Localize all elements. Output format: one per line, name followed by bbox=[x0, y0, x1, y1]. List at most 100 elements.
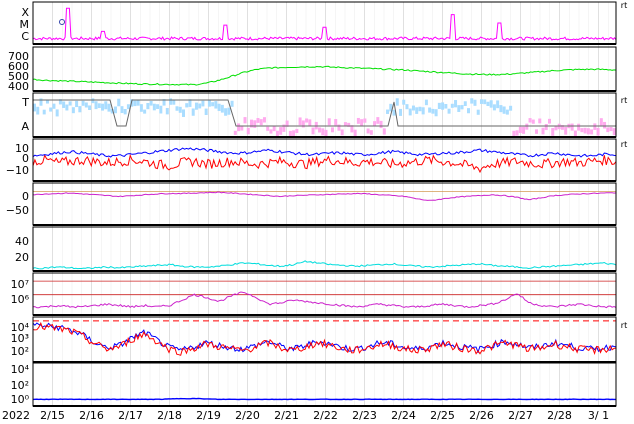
sector-mark bbox=[398, 108, 402, 116]
sector-mark bbox=[583, 127, 587, 134]
side-mark-0: rt bbox=[621, 1, 627, 10]
speed-tick-400: 400 bbox=[8, 80, 29, 93]
sector-mark bbox=[369, 130, 373, 135]
sector-mark bbox=[330, 127, 334, 133]
sector-mark bbox=[502, 106, 506, 114]
grid-lines bbox=[52, 2, 609, 406]
sector-mark bbox=[84, 102, 88, 108]
sector-mark bbox=[185, 103, 189, 108]
sector-mark bbox=[78, 106, 82, 113]
sector-mark bbox=[237, 123, 241, 132]
xray-class-label-c: C bbox=[21, 30, 29, 43]
sector-mark bbox=[547, 118, 551, 124]
sector-mark bbox=[564, 126, 568, 135]
sector-mark bbox=[110, 108, 114, 114]
x-tick-label-10: 2/25 bbox=[430, 409, 455, 422]
panel-frame-5 bbox=[32, 226, 617, 272]
x-tick-label-9: 2/24 bbox=[391, 409, 416, 422]
sector-mark bbox=[444, 104, 448, 109]
speed-series bbox=[32, 65, 617, 86]
sector-mark bbox=[411, 105, 415, 111]
proton-red-series bbox=[32, 321, 617, 356]
sector-mark bbox=[71, 107, 75, 114]
sector-mark bbox=[36, 106, 40, 115]
sector-toward-label: T bbox=[21, 96, 29, 109]
panel-frame-6 bbox=[32, 272, 617, 316]
sector-mark bbox=[75, 100, 79, 108]
bt-blue-series bbox=[32, 147, 617, 158]
sector-mark bbox=[146, 103, 150, 110]
sector-mark bbox=[55, 109, 59, 117]
sector-mark bbox=[282, 124, 286, 132]
sector-mark bbox=[275, 130, 279, 137]
sector-mark bbox=[327, 118, 331, 126]
sector-mark bbox=[201, 100, 205, 107]
proton-blue-series bbox=[32, 322, 617, 354]
sector-mark bbox=[101, 103, 105, 111]
sector-mark bbox=[434, 109, 438, 117]
proton-tick-1e2: 10² bbox=[11, 345, 29, 358]
xray-class-label-m: M bbox=[20, 18, 30, 31]
sector-mark bbox=[347, 122, 351, 127]
sector-mark bbox=[288, 130, 292, 137]
sector-mark bbox=[88, 105, 92, 111]
sector-mark bbox=[479, 99, 483, 104]
electron-tick-1e4: 10⁴ bbox=[11, 363, 30, 376]
sector-mark bbox=[230, 100, 234, 107]
x-tick-label-4: 2/19 bbox=[196, 409, 221, 422]
side-mark-2: rt bbox=[621, 140, 627, 149]
panel5-series bbox=[32, 191, 617, 201]
sector-mark bbox=[612, 128, 616, 136]
sector-mark bbox=[460, 105, 464, 110]
flux-tick-1e7: 10⁷ bbox=[11, 278, 29, 291]
sector-mark bbox=[525, 123, 529, 130]
sector-mark bbox=[535, 129, 539, 134]
sector-mark bbox=[246, 127, 250, 135]
sector-mark bbox=[457, 105, 461, 112]
sector-mark bbox=[256, 117, 260, 123]
sector-mark bbox=[156, 104, 160, 109]
sector-mark bbox=[198, 103, 202, 109]
xray-class-label-x: X bbox=[21, 6, 29, 19]
sector-mark bbox=[450, 103, 454, 108]
sector-mark bbox=[169, 98, 173, 105]
sector-mark bbox=[295, 128, 299, 134]
sector-mark bbox=[606, 127, 610, 133]
sector-mark bbox=[191, 108, 195, 116]
x-tick-label-12: 2/27 bbox=[508, 409, 533, 422]
sector-mark bbox=[489, 100, 493, 108]
panel5-tick-0: 0 bbox=[22, 190, 29, 203]
panel5-tick-neg50: −50 bbox=[6, 204, 29, 217]
sector-mark bbox=[376, 117, 380, 124]
sector-mark bbox=[496, 100, 500, 109]
sector-mark bbox=[515, 130, 519, 136]
sector-mark bbox=[441, 102, 445, 110]
sector-mark bbox=[324, 129, 328, 138]
sector-mark bbox=[492, 104, 496, 111]
sector-mark bbox=[424, 99, 428, 106]
sector-mark bbox=[159, 105, 163, 114]
x-tick-label-14: 3/ 1 bbox=[588, 409, 609, 422]
sector-mark bbox=[577, 123, 581, 131]
sector-mark bbox=[321, 128, 325, 136]
sector-mark bbox=[522, 126, 526, 134]
sector-mark bbox=[382, 128, 386, 135]
x-tick-label-5: 2/20 bbox=[235, 409, 260, 422]
sector-mark bbox=[259, 119, 263, 126]
sector-mark bbox=[250, 119, 254, 128]
proton-tick-1e3: 10³ bbox=[11, 332, 29, 345]
density-series bbox=[32, 260, 617, 270]
sector-mark bbox=[586, 128, 590, 135]
sector-mark bbox=[243, 117, 247, 124]
sector-mark bbox=[97, 103, 101, 109]
x-tick-label-1: 2/16 bbox=[79, 409, 104, 422]
sector-mark bbox=[428, 107, 432, 113]
sector-mark bbox=[402, 99, 406, 105]
sector-mark bbox=[531, 119, 535, 124]
sector-mark bbox=[431, 108, 435, 114]
sector-mark bbox=[311, 127, 315, 135]
speed-tick-700: 700 bbox=[8, 50, 29, 63]
flare-marker bbox=[59, 19, 65, 25]
sector-mark bbox=[175, 106, 179, 111]
